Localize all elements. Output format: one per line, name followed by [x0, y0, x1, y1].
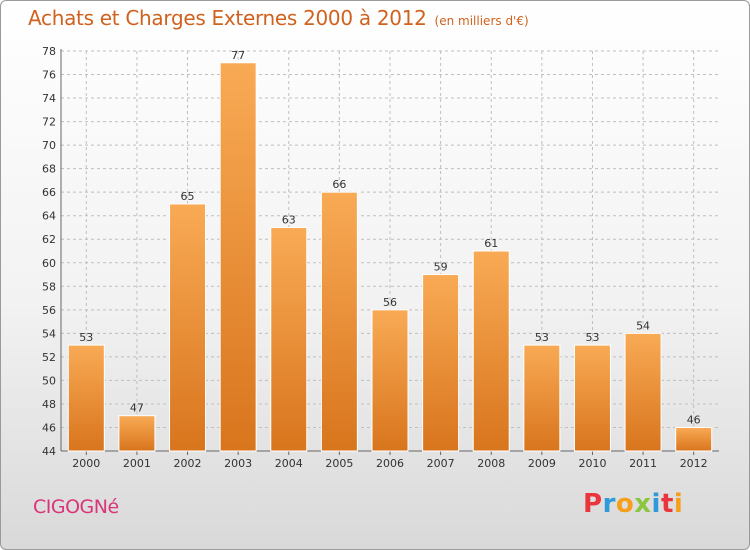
data-label: 54 [636, 319, 650, 332]
y-tick-label: 70 [42, 139, 56, 152]
x-tick-label: 2008 [477, 457, 505, 470]
y-tick-label: 44 [42, 445, 56, 458]
y-tick-label: 74 [42, 92, 56, 105]
y-tick-label: 76 [42, 69, 56, 82]
logo-letter: x [634, 489, 652, 519]
data-label: 53 [535, 331, 549, 344]
data-label: 61 [484, 237, 498, 250]
logo-letter: o [615, 489, 635, 519]
x-tick-label: 2001 [123, 457, 151, 470]
logo-letter: i [673, 489, 684, 519]
data-label: 77 [231, 49, 245, 62]
data-labels: 53 47 65 77 63 66 56 59 61 53 53 54 46 [79, 49, 700, 427]
bar [270, 226, 308, 452]
proxiti-logo[interactable]: Proxiti [583, 489, 683, 519]
data-label: 53 [79, 331, 93, 344]
data-label: 56 [383, 296, 397, 309]
y-tick-label: 50 [42, 374, 56, 387]
bar [67, 344, 105, 452]
chart-subtitle: (en milliers d'€) [434, 14, 529, 28]
x-tick-label: 2009 [528, 457, 556, 470]
chart-title: Achats et Charges Externes 2000 à 2012 (e… [28, 6, 529, 30]
x-tick-label: 2006 [376, 457, 404, 470]
y-tick-label: 62 [42, 233, 56, 246]
y-tick-label: 78 [42, 45, 56, 58]
logo-letter: t [660, 489, 674, 519]
x-tick-label: 2010 [578, 457, 606, 470]
data-label: 65 [181, 190, 195, 203]
y-tick-label: 46 [42, 421, 56, 434]
y-tick-label: 66 [42, 186, 56, 199]
x-tick-label: 2007 [427, 457, 455, 470]
bar [523, 344, 561, 452]
x-tick-label: 2011 [629, 457, 657, 470]
y-tick-label: 68 [42, 163, 56, 176]
bar [624, 332, 662, 452]
bar [118, 415, 156, 452]
data-label: 59 [434, 261, 448, 274]
logo-letter: r [602, 489, 616, 519]
bar [675, 426, 713, 452]
data-label: 46 [687, 413, 701, 426]
bar [320, 191, 358, 452]
bar [169, 203, 207, 452]
logo-letter: P [583, 489, 603, 519]
y-tick-label: 56 [42, 304, 56, 317]
bar [371, 309, 409, 452]
x-tick-label: 2012 [680, 457, 708, 470]
x-tick-label: 2002 [174, 457, 202, 470]
chart-title-text: Achats et Charges Externes 2000 à 2012 [28, 6, 427, 30]
x-tick-label: 2005 [325, 457, 353, 470]
bar [472, 250, 510, 452]
y-tick-label: 64 [42, 210, 56, 223]
bar [219, 62, 257, 452]
bar [573, 344, 611, 452]
data-label: 53 [585, 331, 599, 344]
bars [67, 62, 713, 452]
y-tick-label: 72 [42, 116, 56, 129]
x-tick-label: 2000 [72, 457, 100, 470]
y-tick-label: 48 [42, 398, 56, 411]
y-tick-label: 52 [42, 351, 56, 364]
y-tick-label: 54 [42, 327, 56, 340]
commune-name: CIGOGNé [33, 496, 119, 518]
y-tick-label: 58 [42, 280, 56, 293]
bar [422, 274, 460, 452]
x-tick-label: 2003 [224, 457, 252, 470]
x-tick-label: 2004 [275, 457, 303, 470]
logo-letter: i [651, 489, 661, 519]
data-label: 63 [282, 213, 296, 226]
data-label: 66 [332, 178, 346, 191]
data-label: 47 [130, 402, 144, 415]
y-tick-label: 60 [42, 257, 56, 270]
axes: 44 46 48 50 52 54 56 58 60 62 64 66 68 70 72 74 76 78 2000… [42, 45, 719, 470]
